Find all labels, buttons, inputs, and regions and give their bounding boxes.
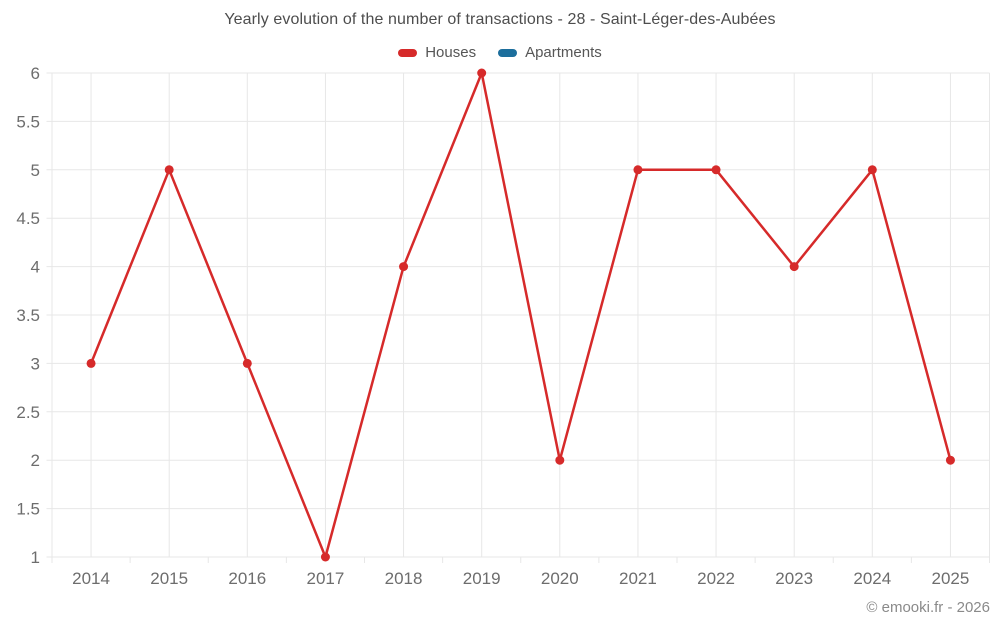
y-axis-tick-label: 1.5	[16, 500, 40, 519]
x-axis-tick-label: 2024	[853, 569, 891, 588]
houses-data-point[interactable]	[945, 455, 955, 465]
x-axis-tick-label: 2015	[150, 569, 188, 588]
y-axis-tick-label: 4	[31, 258, 40, 277]
legend-label-houses: Houses	[425, 44, 477, 61]
chart-legend: Houses Apartments	[0, 44, 1000, 61]
houses-data-point[interactable]	[164, 165, 174, 175]
y-axis-tick-label: 5	[31, 161, 40, 180]
y-axis-tick-label: 6	[31, 64, 40, 83]
y-axis-tick-label: 5.5	[16, 112, 40, 131]
houses-data-point[interactable]	[320, 552, 330, 562]
y-axis-tick-label: 3	[31, 354, 40, 373]
houses-data-point[interactable]	[555, 455, 565, 465]
x-axis-tick-label: 2020	[541, 569, 579, 588]
houses-data-point[interactable]	[242, 358, 252, 368]
legend-label-apartments: Apartments	[525, 44, 602, 61]
x-axis-tick-label: 2025	[932, 569, 970, 588]
y-axis-tick-label: 3.5	[16, 306, 40, 325]
houses-data-point[interactable]	[633, 165, 643, 175]
y-axis-tick-label: 2	[31, 451, 40, 470]
houses-data-point[interactable]	[789, 262, 799, 272]
apartments-swatch-icon	[498, 48, 518, 57]
houses-swatch-icon	[398, 48, 418, 57]
x-axis-tick-label: 2023	[775, 569, 813, 588]
houses-data-point[interactable]	[399, 262, 409, 272]
x-axis-tick-label: 2017	[307, 569, 345, 588]
x-axis-tick-label: 2019	[463, 569, 501, 588]
houses-data-point[interactable]	[867, 165, 877, 175]
x-axis-tick-label: 2021	[619, 569, 657, 588]
houses-data-point[interactable]	[86, 358, 96, 368]
y-axis-tick-label: 4.5	[16, 209, 40, 228]
x-axis-tick-label: 2014	[72, 569, 110, 588]
legend-item-houses[interactable]: Houses	[398, 44, 476, 61]
y-axis-tick-label: 1	[31, 548, 40, 567]
x-axis-tick-label: 2016	[228, 569, 266, 588]
houses-data-point[interactable]	[477, 68, 487, 78]
x-axis-tick-label: 2022	[697, 569, 735, 588]
x-axis-tick-label: 2018	[385, 569, 423, 588]
legend-item-apartments[interactable]: Apartments	[498, 44, 602, 61]
houses-data-point[interactable]	[711, 165, 721, 175]
y-axis-tick-label: 2.5	[16, 403, 40, 422]
copyright-watermark: © emooki.fr - 2026	[866, 599, 990, 616]
houses-line	[89, 71, 952, 559]
chart-title: Yearly evolution of the number of transa…	[224, 11, 776, 28]
